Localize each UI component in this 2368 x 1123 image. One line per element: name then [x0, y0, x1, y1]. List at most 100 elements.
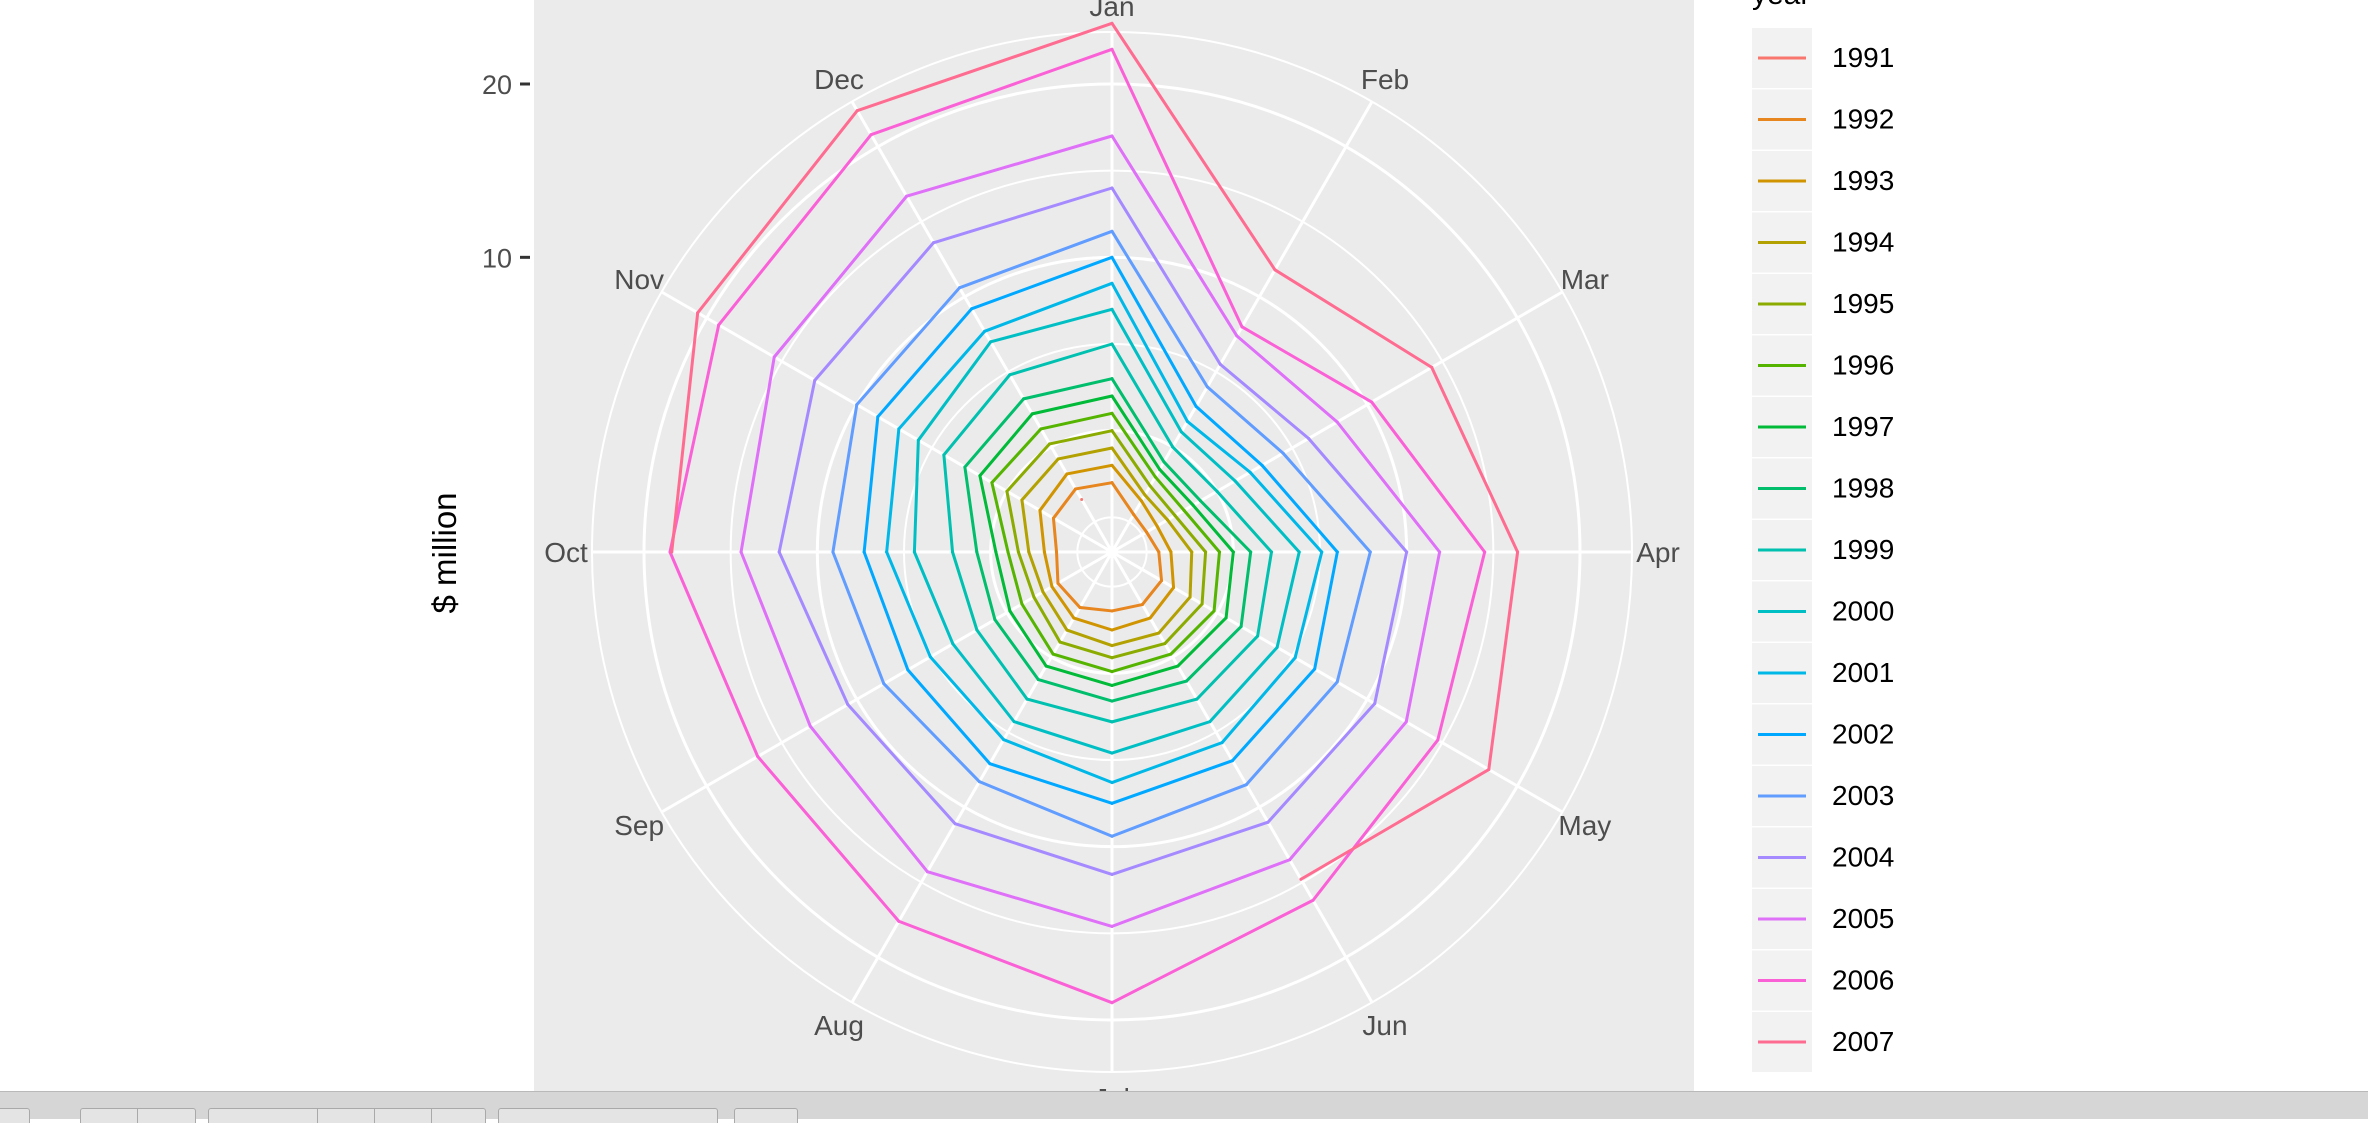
series-line-segment	[1032, 595, 1062, 644]
series-1995	[1005, 429, 1208, 660]
data-point	[1166, 518, 1170, 522]
series-line-segment	[1148, 484, 1177, 518]
data-point	[1248, 470, 1252, 474]
toolbar-tab[interactable]	[0, 1108, 30, 1123]
data-point	[1320, 550, 1324, 554]
series-line-segment	[1110, 281, 1189, 423]
data-point	[1110, 670, 1114, 674]
grid-spoke	[1110, 551, 1374, 1004]
data-point	[953, 822, 957, 826]
series-line-segment	[1051, 487, 1078, 520]
data-point	[1335, 550, 1339, 554]
data-point	[970, 307, 974, 311]
data-point	[1205, 385, 1209, 389]
series-line-segment	[1110, 783, 1248, 838]
toolbar-tab[interactable]	[208, 1108, 486, 1123]
series-line-segment	[963, 397, 1026, 469]
series-line-segment	[1051, 652, 1114, 674]
series-line-segment	[1110, 642, 1167, 660]
data-point	[1173, 514, 1177, 518]
series-line-segment	[1044, 664, 1114, 687]
series-2002	[862, 255, 1339, 805]
series-line-segment	[978, 412, 1034, 478]
series-line-segment	[1058, 640, 1114, 660]
series-2004	[777, 186, 1409, 876]
series-line-segment	[994, 550, 1012, 613]
data-point	[1199, 499, 1203, 503]
series-line-segment	[1240, 325, 1374, 404]
series-line-segment	[1145, 530, 1161, 554]
data-point	[813, 378, 817, 382]
series-line-segment	[977, 780, 1114, 838]
data-point	[1110, 21, 1114, 25]
series-line-segment	[885, 427, 901, 554]
series-line-segment	[1185, 419, 1252, 474]
series-line-segment	[1110, 720, 1212, 755]
data-point	[1313, 667, 1317, 671]
data-point	[1260, 463, 1264, 467]
series-line-segment	[990, 481, 1010, 554]
legend-label: 1993	[1832, 165, 1894, 196]
series-line-segment	[876, 307, 974, 419]
series-line-segment	[1140, 579, 1164, 607]
data-point	[906, 668, 910, 672]
series-line-segment	[1239, 550, 1253, 629]
data-point	[1212, 609, 1216, 613]
data-point	[1110, 656, 1114, 660]
series-line-segment	[1110, 342, 1175, 449]
data-point	[983, 329, 987, 333]
series-line-segment	[1002, 738, 1114, 785]
toolbar-tab[interactable]	[80, 1108, 196, 1123]
data-point	[1110, 255, 1114, 259]
data-point	[1231, 550, 1235, 554]
data-point	[1190, 550, 1194, 554]
data-point	[1368, 550, 1372, 554]
data-point	[1240, 325, 1244, 329]
series-line-segment	[1110, 47, 1244, 329]
series-line-segment	[931, 186, 1114, 245]
data-point	[1370, 400, 1374, 404]
series-line-segment	[855, 21, 1114, 113]
legend-label: 1992	[1832, 104, 1894, 135]
series-line-segment	[953, 822, 1114, 876]
data-point	[1335, 420, 1339, 424]
series-line-segment	[831, 403, 859, 554]
series-line-segment	[1266, 702, 1377, 824]
series-line-segment	[897, 329, 987, 431]
data-point	[756, 755, 760, 759]
series-line-segment	[1169, 609, 1216, 656]
data-point	[988, 762, 992, 766]
data-point	[696, 311, 700, 315]
toolbar-tab[interactable]	[498, 1108, 718, 1123]
data-point	[977, 780, 981, 784]
data-point	[1200, 602, 1204, 606]
data-point	[1110, 1001, 1114, 1005]
grid-spoke	[660, 290, 1113, 554]
series-line-segment	[1233, 479, 1301, 554]
series-line-segment	[1110, 652, 1173, 674]
data-point	[1436, 738, 1440, 742]
data-point	[1405, 550, 1409, 554]
data-point	[1039, 427, 1043, 431]
series-line-segment	[1173, 514, 1208, 554]
series-line-segment	[1041, 590, 1069, 632]
series-line-segment	[1163, 602, 1204, 646]
data-point	[1110, 394, 1114, 398]
series-line-segment	[1110, 411, 1157, 479]
data-point	[855, 403, 859, 407]
data-point	[1048, 442, 1052, 446]
legend-label: 2002	[1832, 719, 1894, 750]
data-point	[1110, 229, 1114, 233]
series-line-segment	[1020, 602, 1055, 656]
data-point	[1293, 656, 1297, 660]
series-line-segment	[1169, 550, 1176, 590]
series-line-segment	[1039, 411, 1114, 431]
toolbar-tab[interactable]	[734, 1108, 798, 1123]
series-line-segment	[942, 373, 1012, 457]
series-line-segment	[1110, 697, 1199, 724]
series-line-segment	[1218, 362, 1311, 440]
data-point	[951, 642, 955, 646]
data-point	[1110, 720, 1114, 724]
series-line-segment	[1157, 595, 1192, 635]
data-point	[1275, 645, 1279, 649]
